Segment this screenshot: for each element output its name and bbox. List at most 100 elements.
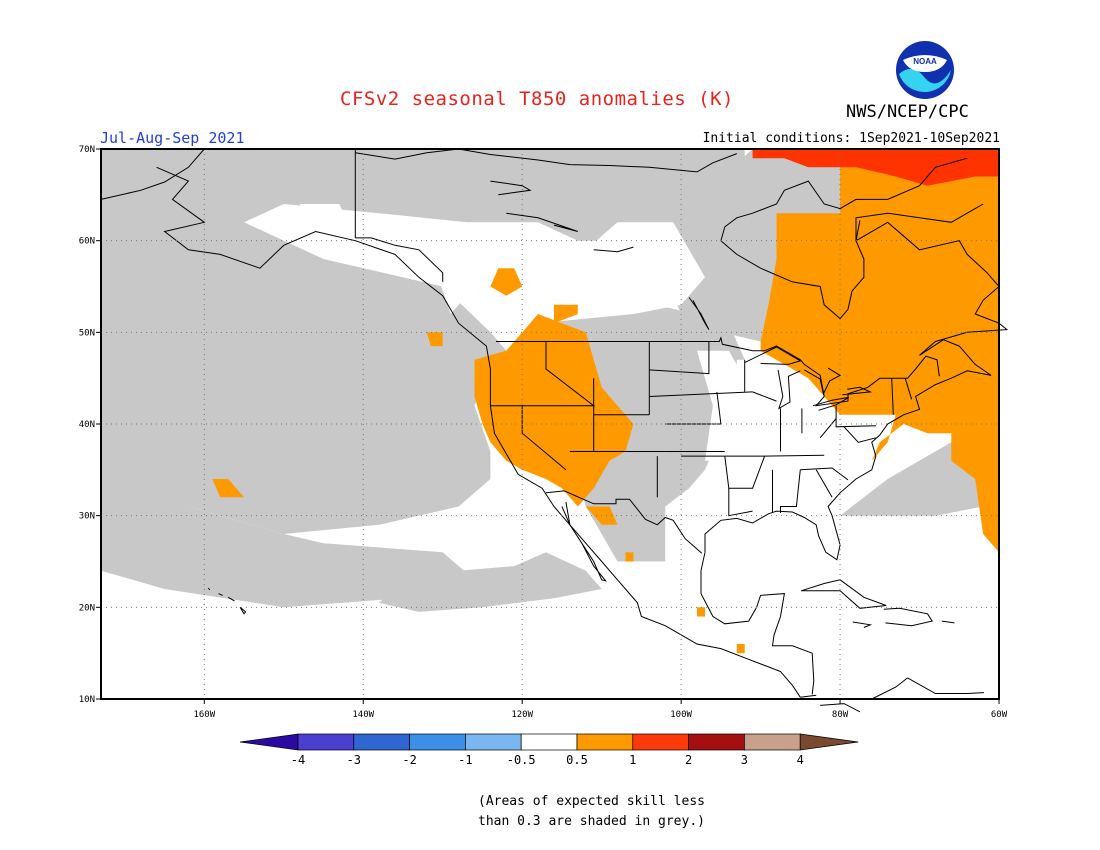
colorbar-label-1: -3 <box>347 753 361 767</box>
lon-tick-label-2: 120W <box>511 710 533 720</box>
coastline-50 <box>800 694 817 698</box>
skill-note: (Areas of expected skill less than 0.3 a… <box>478 792 705 832</box>
warm-region-2 <box>490 268 523 296</box>
lat-tick-label-2: 50N <box>79 328 95 338</box>
lake-5 <box>688 297 710 330</box>
noaa-logo-icon: NOAA <box>896 41 954 99</box>
coastline-52 <box>907 677 984 694</box>
lat-tick-label-1: 60N <box>79 237 95 247</box>
grey-region-2 <box>379 552 602 612</box>
grey-region-4 <box>657 149 856 342</box>
colorbar-label-4: -0.5 <box>507 753 536 767</box>
coastline-53 <box>871 677 908 700</box>
warm-region-7 <box>212 479 244 498</box>
warm-region-1 <box>474 314 634 507</box>
coastline-43 <box>227 596 235 602</box>
coastline-42 <box>239 606 247 615</box>
colorbar-label-7: 2 <box>685 753 692 767</box>
coastline-39 <box>843 426 876 443</box>
coastline-37 <box>835 405 876 428</box>
warm-region-9 <box>697 607 705 617</box>
white-region-0 <box>466 222 705 324</box>
coastline-3 <box>704 203 1009 561</box>
colorbar-cell-5 <box>520 733 578 751</box>
lake-6 <box>506 212 578 232</box>
white-region-1 <box>434 240 483 314</box>
lake-7 <box>490 180 532 196</box>
colorbar-cell-7 <box>632 733 689 751</box>
coastline-44 <box>218 593 223 596</box>
colorbar-cell-3 <box>409 733 466 751</box>
coastline-4 <box>720 220 865 320</box>
lon-tick-label-5: 60W <box>991 710 1008 720</box>
lat-tick-label-3: 40N <box>79 420 95 430</box>
lake-2 <box>804 367 842 396</box>
coastline-9 <box>355 237 444 282</box>
coastline-51 <box>820 703 861 713</box>
colorbar-label-0: -4 <box>291 753 305 767</box>
coastline-31 <box>764 454 825 457</box>
colorbar-label-5: 0.5 <box>566 753 588 767</box>
lon-tick-label-1: 140W <box>352 710 374 720</box>
colorbar-left-arrow <box>239 733 299 751</box>
colorbar-cell-2 <box>353 733 410 751</box>
lat-tick-label-0: 70N <box>79 145 95 155</box>
lon-tick-label-0: 160W <box>193 710 215 720</box>
coastline-38 <box>819 418 837 439</box>
grey-region-0 <box>101 149 745 534</box>
colorbar-cell-9 <box>744 733 801 751</box>
lat-tick-label-5: 20N <box>79 603 95 613</box>
coastline-2 <box>700 552 815 695</box>
shading-layer <box>101 149 999 654</box>
coastline-0 <box>156 166 801 698</box>
grey-region-1 <box>101 506 475 608</box>
colorbar-right-arrow <box>799 733 859 751</box>
lake-4 <box>842 386 873 396</box>
coastline-5 <box>720 157 968 241</box>
coastline-layer <box>100 148 1009 713</box>
svg-text:NOAA: NOAA <box>913 57 937 66</box>
axis-ticks: 160W 140W 120W 100W 80W 60W 70N 60N 50N 40N 30N 20N… <box>79 145 1008 720</box>
coastline-40 <box>891 378 894 415</box>
colorbar-label-3: -1 <box>458 753 472 767</box>
warm-region-0 <box>760 149 999 553</box>
coastline-27 <box>724 455 766 489</box>
lat-tick-label-4: 30N <box>79 512 95 522</box>
coastline-33 <box>815 469 833 498</box>
white-region-4 <box>736 359 856 534</box>
graticule <box>101 149 999 699</box>
coastline-34 <box>752 391 777 402</box>
coastline-41 <box>904 378 913 400</box>
warm-region-5 <box>546 433 578 479</box>
colorbar-cell-1 <box>297 733 355 751</box>
coastline-30 <box>780 469 801 513</box>
coastline-25 <box>649 391 753 397</box>
coastline-28 <box>728 488 753 517</box>
colorbar-cell-8 <box>688 733 745 751</box>
warm-region-3 <box>554 304 578 324</box>
colorbar-label-2: -2 <box>402 753 416 767</box>
lake-0 <box>744 346 802 365</box>
season-label: Jul-Aug-Sep 2021 <box>100 129 245 147</box>
lake-3 <box>812 396 850 411</box>
warm-region-8 <box>625 552 634 562</box>
red-region-0 <box>752 149 999 186</box>
colorbar-label-8: 3 <box>741 753 748 767</box>
map-title: CFSv2 seasonal T850 anomalies (K) <box>340 88 734 110</box>
warm-region-10 <box>736 644 745 654</box>
coastline-46 <box>800 579 887 609</box>
lon-tick-label-3: 100W <box>670 710 692 720</box>
colorbar-label-9: 4 <box>797 753 804 767</box>
coastline-45 <box>207 587 211 591</box>
warm-region-4 <box>426 332 443 347</box>
skill-note-line1: (Areas of expected skill less <box>478 794 705 809</box>
agency-label: NWS/NCEP/CPC <box>846 102 969 122</box>
lon-tick-label-4: 80W <box>832 710 849 720</box>
coastline-49 <box>941 620 955 624</box>
skill-note-line2: than 0.3 are shaded in grey.) <box>478 814 705 829</box>
coastline-32 <box>800 467 849 481</box>
white-region-2 <box>299 204 348 223</box>
coastline-24 <box>649 341 710 375</box>
